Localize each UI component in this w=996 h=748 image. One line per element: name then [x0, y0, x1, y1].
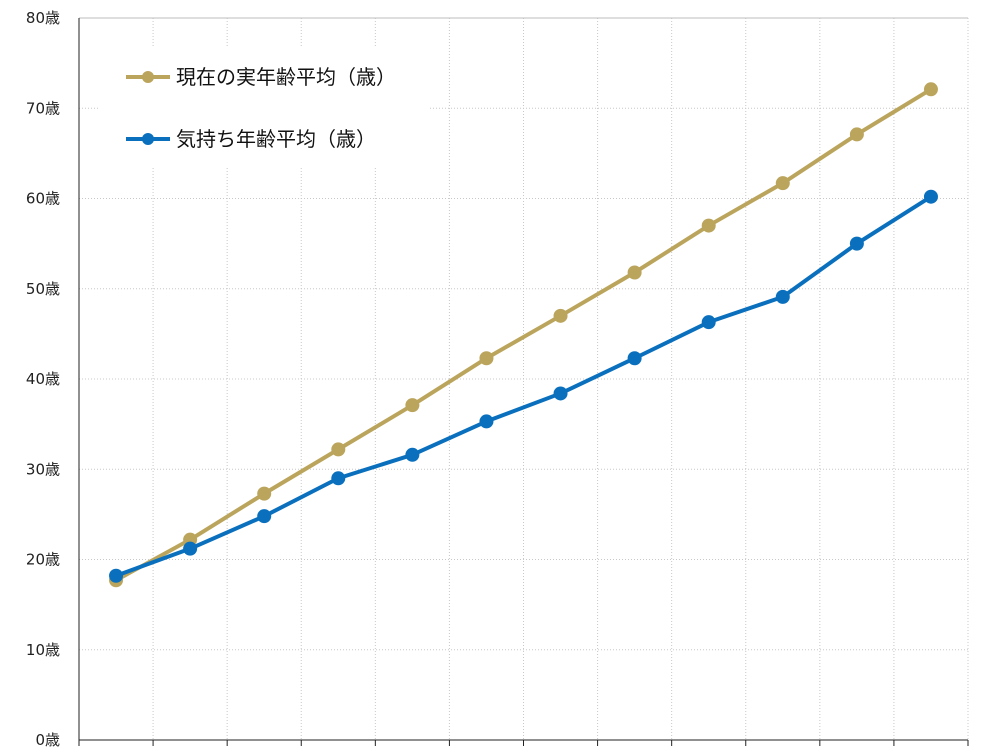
data-point	[183, 541, 198, 556]
y-tick-label: 60歳	[26, 190, 60, 208]
data-point	[923, 189, 938, 204]
data-point	[331, 442, 346, 457]
data-point	[479, 414, 494, 429]
data-point	[405, 447, 420, 462]
y-tick-label: 0歳	[35, 731, 60, 748]
legend-label-2: 気持ち年齢平均（歳）	[176, 127, 376, 151]
y-tick-label: 50歳	[26, 280, 60, 298]
y-tick-label: 30歳	[26, 460, 60, 478]
data-point	[553, 386, 568, 401]
y-tick-label: 70歳	[26, 99, 60, 117]
data-point	[331, 471, 346, 486]
chart-legend: 現在の実年齢平均（歳） 気持ち年齢平均（歳）	[100, 48, 430, 168]
series-layer	[109, 82, 938, 588]
legend-marker-2	[142, 133, 154, 145]
y-tick-label: 10歳	[26, 641, 60, 659]
data-point	[553, 308, 568, 323]
legend-label-1: 現在の実年齢平均（歳）	[176, 65, 396, 89]
legend-entry-2: 気持ち年齢平均（歳）	[126, 127, 376, 151]
legend-entry-1: 現在の実年齢平均（歳）	[126, 65, 396, 89]
data-point	[257, 509, 272, 524]
y-axis-tick-labels: 0歳 10歳 20歳 30歳 40歳 50歳 60歳 70歳 80歳	[26, 9, 60, 748]
data-point	[479, 351, 494, 366]
series-1	[109, 82, 938, 588]
y-tick-label: 80歳	[26, 9, 60, 27]
data-point	[849, 127, 864, 142]
data-point	[849, 236, 864, 251]
chart-axes	[78, 17, 969, 746]
y-tick-label: 20歳	[26, 551, 60, 569]
series-line-1	[115, 87, 932, 583]
series-2	[109, 189, 938, 583]
legend-background	[100, 48, 430, 168]
data-point	[923, 82, 938, 97]
data-point	[701, 218, 716, 233]
y-tick-label: 40歳	[26, 370, 60, 388]
data-point	[775, 176, 790, 191]
data-point	[109, 568, 124, 583]
data-point	[775, 289, 790, 304]
legend-marker-1	[142, 71, 154, 83]
data-point	[701, 315, 716, 330]
data-point	[627, 351, 642, 366]
data-point	[257, 486, 272, 501]
series-line-2	[115, 195, 933, 578]
data-point	[405, 398, 420, 413]
data-point	[627, 265, 642, 280]
